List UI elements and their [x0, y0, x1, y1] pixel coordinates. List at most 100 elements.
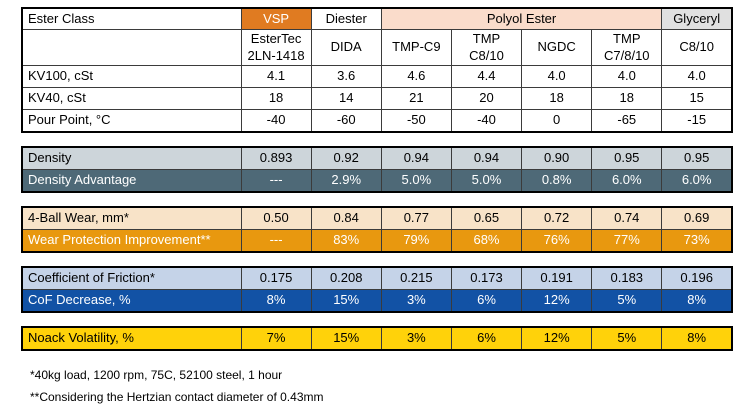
- density-table: Density 0.893 0.92 0.94 0.94 0.90 0.95 0…: [21, 146, 733, 193]
- cell: 4.0: [521, 65, 593, 88]
- cell: 8%: [661, 326, 733, 351]
- cell: 73%: [661, 229, 733, 253]
- cell: 6%: [450, 289, 523, 313]
- cell: 3%: [380, 326, 452, 351]
- cell: 77%: [591, 229, 663, 253]
- cell: 0.173: [450, 266, 523, 290]
- row-label: Coefficient of Friction*: [21, 266, 242, 290]
- product-tmp-c7810: TMP C7/8/10: [591, 29, 663, 66]
- cell: 0.77: [380, 206, 452, 230]
- product-tmp-c9: TMP-C9: [380, 29, 452, 66]
- cell: 0.175: [240, 266, 312, 290]
- cell: 0.94: [380, 146, 452, 170]
- cell: 5.0%: [450, 169, 523, 193]
- cell: 0.92: [310, 146, 382, 170]
- product-tmp-c810: TMP C8/10: [450, 29, 523, 66]
- cell: 3%: [380, 289, 452, 313]
- cell: 5.0%: [380, 169, 452, 193]
- wear-table: 4-Ball Wear, mm* 0.50 0.84 0.77 0.65 0.7…: [21, 206, 733, 253]
- row-density: Density 0.893 0.92 0.94 0.94 0.90 0.95 0…: [21, 146, 733, 170]
- cell: 12%: [521, 326, 593, 351]
- cell: -65: [591, 109, 663, 133]
- product-estertec: EsterTec 2LN-1418: [240, 29, 312, 66]
- cell: ---: [240, 229, 312, 253]
- cell: 21: [380, 87, 452, 110]
- cell: 0.215: [380, 266, 452, 290]
- product-header-row: EsterTec 2LN-1418 DIDA TMP-C9 TMP C8/10 …: [21, 29, 733, 66]
- row-label: Density: [21, 146, 242, 170]
- footnote-test-conditions: *40kg load, 1200 rpm, 75C, 52100 steel, …: [30, 368, 283, 382]
- cell: 18: [521, 87, 593, 110]
- cell: 0.191: [521, 266, 593, 290]
- footnote-hertzian: **Considering the Hertzian contact diame…: [30, 389, 324, 404]
- friction-table: Coefficient of Friction* 0.175 0.208 0.2…: [21, 266, 733, 313]
- group-vsp: VSP: [240, 7, 312, 30]
- cell: -15: [661, 109, 733, 133]
- cell: 0.893: [240, 146, 312, 170]
- row-label: CoF Decrease, %: [21, 289, 242, 313]
- row-4ball-wear: 4-Ball Wear, mm* 0.50 0.84 0.77 0.65 0.7…: [21, 206, 733, 230]
- cell: 14: [310, 87, 382, 110]
- cell: 15%: [310, 289, 382, 313]
- row-kv40: KV40, cSt 18 14 21 20 18 18 15: [21, 87, 733, 110]
- cell: -60: [310, 109, 382, 133]
- cell: 0: [521, 109, 593, 133]
- group-glyceryl: Glyceryl: [661, 7, 733, 30]
- row-label: Pour Point, °C: [21, 109, 242, 133]
- cell: 0.90: [521, 146, 593, 170]
- row-wear-protection: Wear Protection Improvement** --- 83% 79…: [21, 229, 733, 253]
- cell: 3.6: [310, 65, 382, 88]
- row-density-advantage: Density Advantage --- 2.9% 5.0% 5.0% 0.8…: [21, 169, 733, 193]
- ester-class-header: Ester Class: [21, 7, 242, 30]
- cell: 18: [591, 87, 663, 110]
- cell: 68%: [450, 229, 523, 253]
- group-polyol-ester: Polyol Ester: [380, 7, 663, 30]
- cell: 6.0%: [661, 169, 733, 193]
- row-label: Wear Protection Improvement**: [21, 229, 242, 253]
- row-label: 4-Ball Wear, mm*: [21, 206, 242, 230]
- row-pour-point: Pour Point, °C -40 -60 -50 -40 0 -65 -15: [21, 109, 733, 133]
- cell: 20: [450, 87, 523, 110]
- product-ngdc: NGDC: [521, 29, 593, 66]
- cell: 8%: [240, 289, 312, 313]
- cell: 0.208: [310, 266, 382, 290]
- row-cof-decrease: CoF Decrease, % 8% 15% 3% 6% 12% 5% 8%: [21, 289, 733, 313]
- cell: 4.0: [661, 65, 733, 88]
- cell: 76%: [521, 229, 593, 253]
- group-diester: Diester: [310, 7, 382, 30]
- cell: 2.9%: [310, 169, 382, 193]
- empty-cell: [21, 29, 242, 66]
- cell: 0.69: [661, 206, 733, 230]
- cell: 0.183: [591, 266, 663, 290]
- cell: 15%: [310, 326, 382, 351]
- cell: 5%: [591, 326, 663, 351]
- cell: 0.94: [450, 146, 523, 170]
- main-table: Ester Class VSP Diester Polyol Ester Gly…: [21, 7, 733, 133]
- cell: 0.72: [521, 206, 593, 230]
- cell: 0.74: [591, 206, 663, 230]
- noack-table: Noack Volatility, % 7% 15% 3% 6% 12% 5% …: [21, 326, 733, 351]
- cell: 4.4: [450, 65, 523, 88]
- cell: 7%: [240, 326, 312, 351]
- row-kv100: KV100, cSt 4.1 3.6 4.6 4.4 4.0 4.0 4.0: [21, 65, 733, 88]
- cell: 0.95: [591, 146, 663, 170]
- cell: -50: [380, 109, 452, 133]
- cell: 15: [661, 87, 733, 110]
- cell: 0.50: [240, 206, 312, 230]
- cell: 6%: [450, 326, 523, 351]
- cell: 12%: [521, 289, 593, 313]
- row-label: KV40, cSt: [21, 87, 242, 110]
- cell: 0.65: [450, 206, 523, 230]
- cell: ---: [240, 169, 312, 193]
- row-label: Density Advantage: [21, 169, 242, 193]
- cell: 5%: [591, 289, 663, 313]
- cell: 0.196: [661, 266, 733, 290]
- cell: 0.84: [310, 206, 382, 230]
- cell: 0.95: [661, 146, 733, 170]
- cell: 4.1: [240, 65, 312, 88]
- cell: -40: [240, 109, 312, 133]
- product-c810: C8/10: [661, 29, 733, 66]
- cell: 83%: [310, 229, 382, 253]
- cell: 4.0: [591, 65, 663, 88]
- cell: 8%: [661, 289, 733, 313]
